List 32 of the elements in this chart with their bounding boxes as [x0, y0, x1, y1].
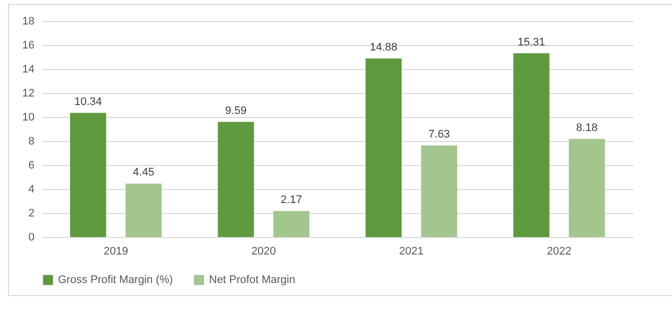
y-tick-label: 16 — [22, 40, 34, 52]
bar — [513, 53, 550, 237]
bar — [421, 145, 458, 237]
legend-label: Gross Profit Margin (%) — [58, 274, 173, 286]
x-tick-label: 2022 — [546, 246, 572, 258]
y-tick-label: 2 — [28, 208, 34, 220]
data-label: 9.59 — [225, 104, 247, 117]
x-tick-label: 2019 — [104, 246, 128, 258]
y-tick-label: 10 — [22, 112, 34, 124]
y-tick-label: 4 — [28, 184, 34, 196]
data-label: 8.18 — [576, 122, 598, 134]
data-label: 10.34 — [74, 96, 102, 108]
y-tick-label: 6 — [28, 160, 34, 172]
x-tick-label: 2021 — [399, 246, 424, 258]
data-label: 2.17 — [280, 194, 302, 206]
data-label: 14.88 — [370, 41, 398, 54]
y-tick-label: 12 — [22, 88, 34, 100]
legend-label: Net Profot Margin — [209, 274, 296, 286]
y-tick-label: 8 — [28, 136, 34, 148]
bar — [568, 138, 605, 237]
y-tick-label: 18 — [22, 16, 34, 28]
y-tick-label: 0 — [28, 232, 34, 244]
bar — [218, 122, 254, 237]
data-label: 7.63 — [428, 128, 450, 140]
bar — [70, 112, 106, 237]
bar — [273, 210, 310, 237]
data-label: 15.31 — [518, 36, 546, 48]
data-label: 4.45 — [132, 166, 154, 179]
bar — [366, 58, 402, 237]
x-tick-label: 2020 — [251, 246, 276, 258]
bar — [126, 184, 162, 237]
y-tick-label: 14 — [22, 64, 34, 76]
